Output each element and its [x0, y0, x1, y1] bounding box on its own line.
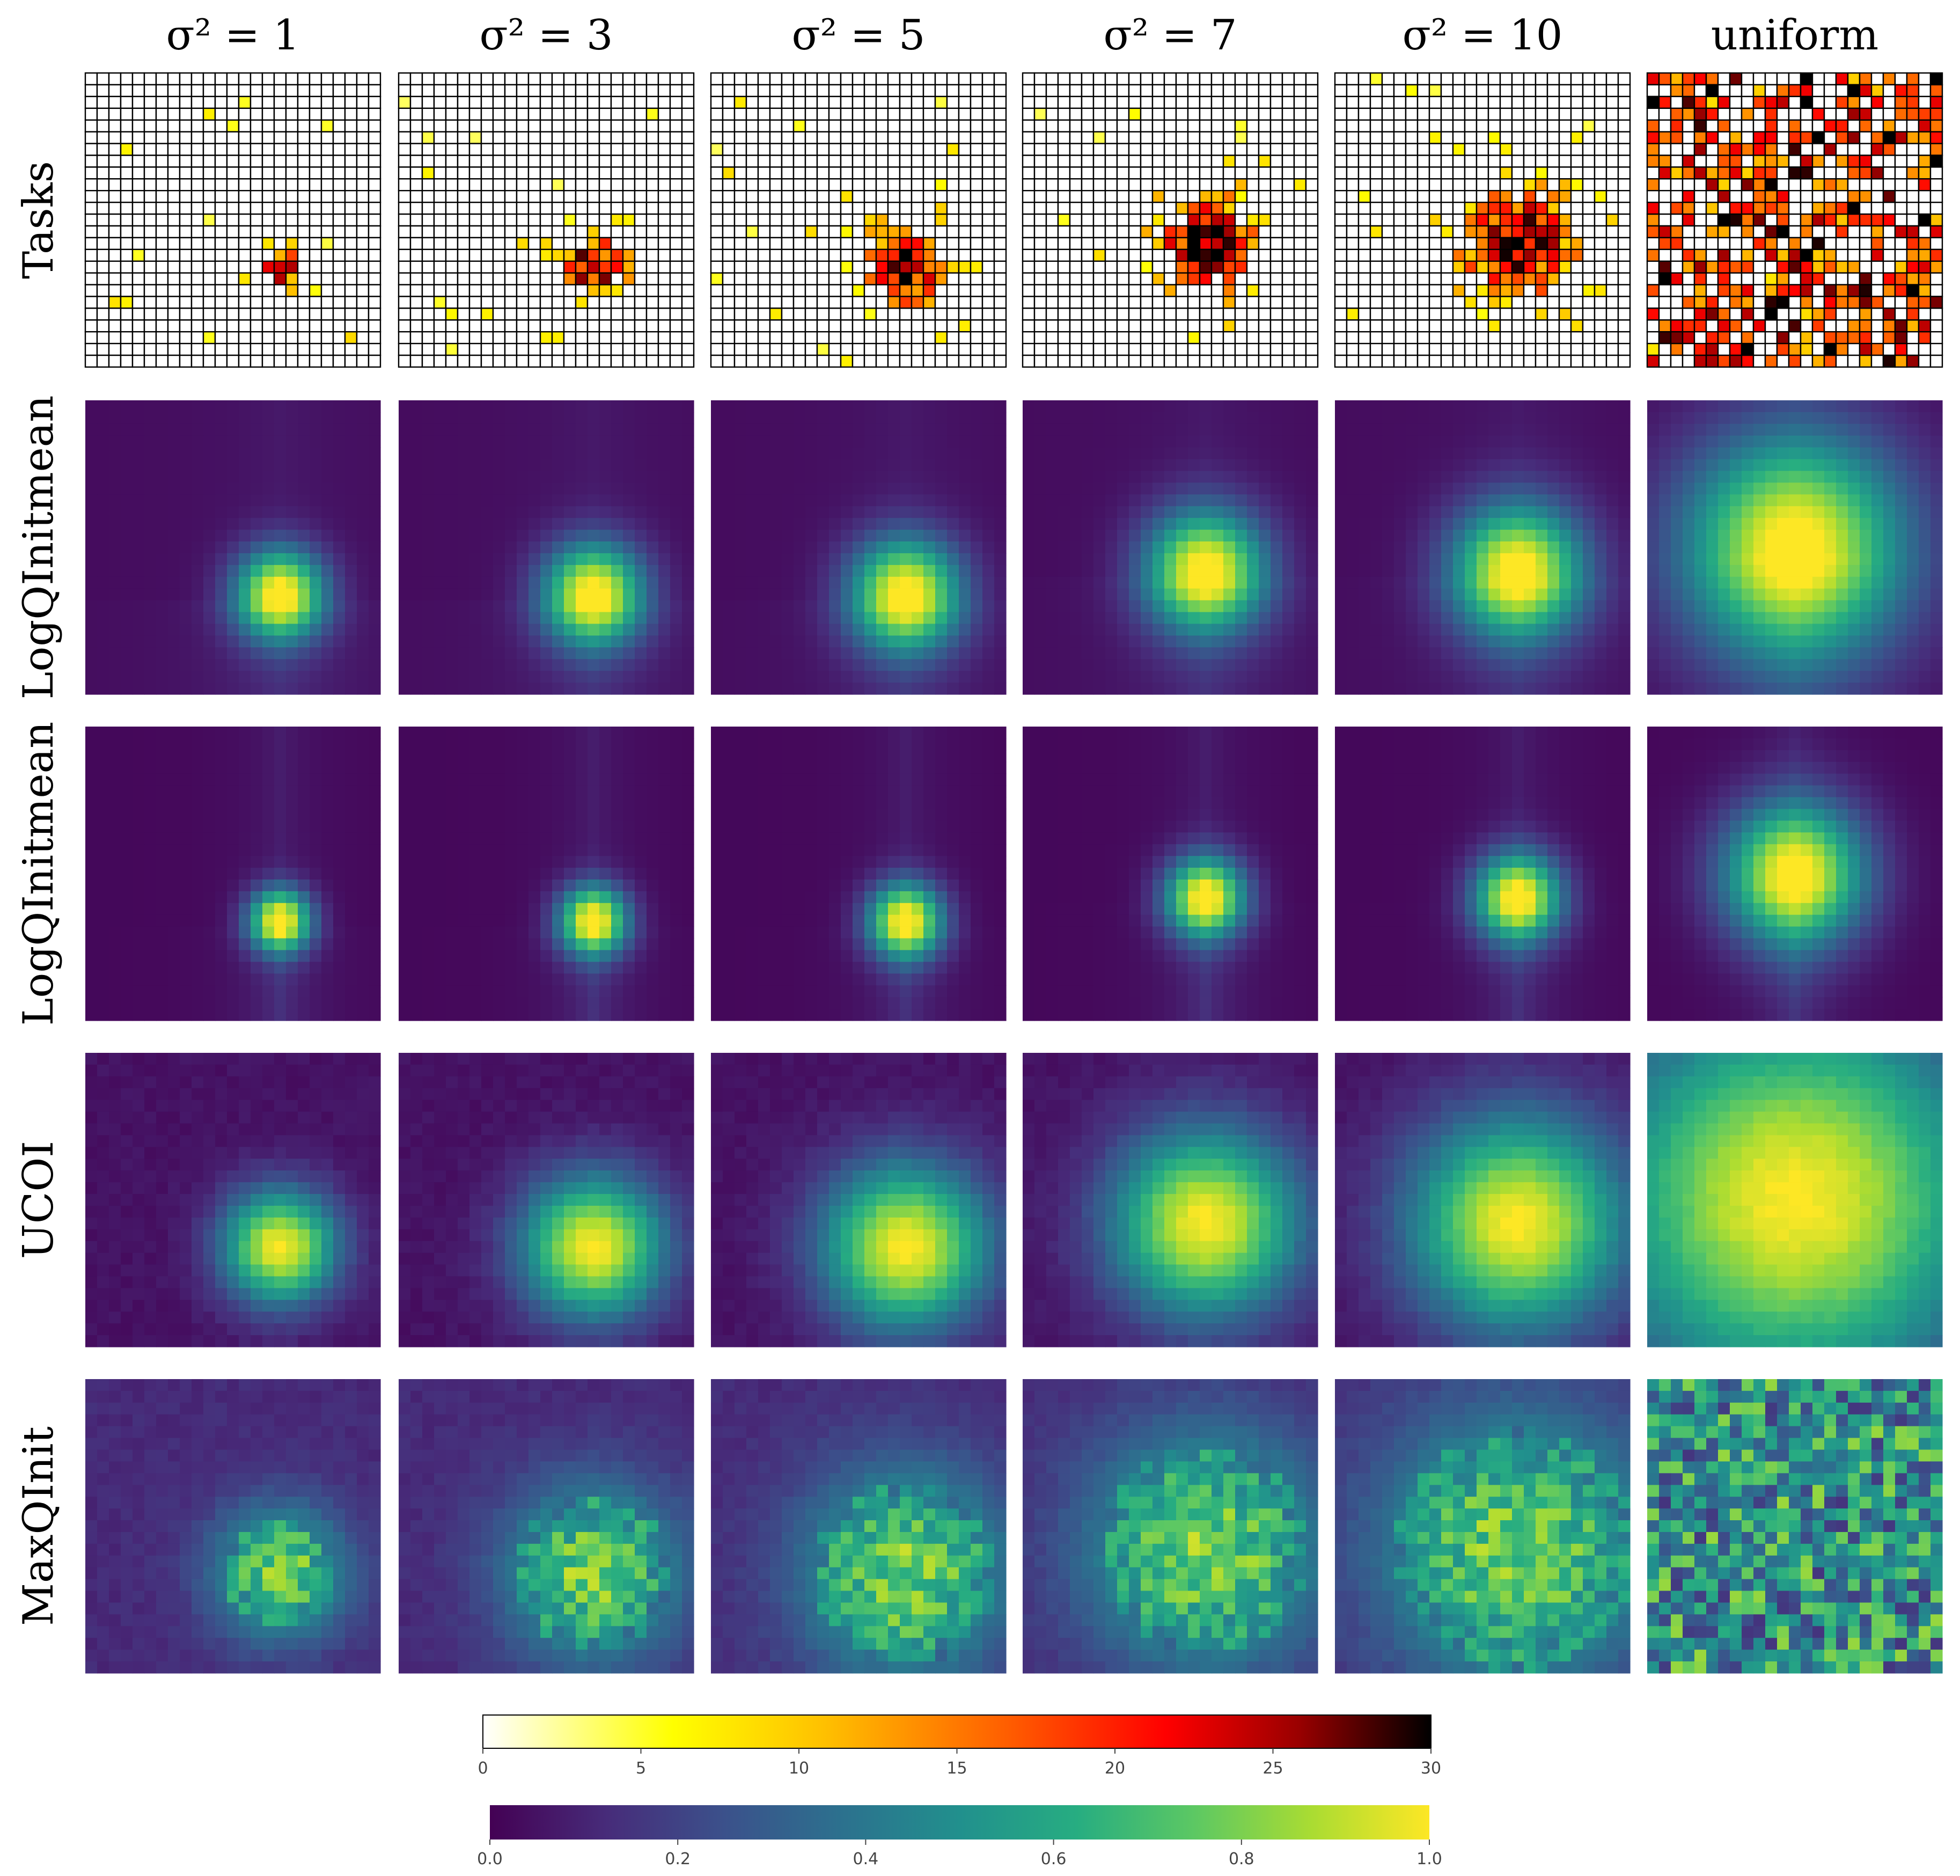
- panel-ucoi-s10: [1335, 1053, 1631, 1347]
- colorbar-tick-label: 25: [1262, 1759, 1283, 1778]
- heatmap-panels: [84, 72, 1943, 1674]
- panel-maxqinit-s10: [1335, 1379, 1631, 1674]
- panel-logqinit_mean_small-s10: [1335, 400, 1631, 695]
- column-title-s7: σ² = 7: [1103, 11, 1237, 60]
- panel-ucoi-s1: [85, 1053, 381, 1347]
- row-title-logqinit_mean_small: LogQInitmean: [14, 395, 63, 700]
- column-title-s1: σ² = 1: [166, 11, 299, 60]
- colorbar-tick-label: 0.2: [665, 1850, 691, 1868]
- panel-tasks-s1: [84, 72, 381, 368]
- panel-logqinit_mean-s5: [711, 727, 1007, 1021]
- panel-ucoi-s7: [1023, 1053, 1318, 1347]
- panel-logqinit_mean_small-s1: [85, 400, 381, 695]
- colorbar-tick-label: 5: [636, 1759, 646, 1778]
- panel-logqinit_mean-s1: [85, 727, 381, 1021]
- colorbar-viridis-ticks: 0.0 0.2 0.4 0.6 0.8 1.0: [477, 1840, 1442, 1868]
- colorbar-tick-label: 10: [789, 1759, 809, 1778]
- colorbar-tick-label: 0.0: [477, 1850, 503, 1868]
- panel-maxqinit-s5: [711, 1379, 1007, 1674]
- panel-logqinit_mean_small-uniform: [1647, 400, 1943, 695]
- colorbar-tick-label: 0.6: [1041, 1850, 1067, 1868]
- column-title-uniform: uniform: [1711, 11, 1879, 60]
- panel-logqinit_mean_small-s3: [399, 400, 694, 695]
- panel-logqinit_mean_small-s7: [1023, 400, 1318, 695]
- colorbar-tick-label: 1.0: [1416, 1850, 1442, 1868]
- panel-tasks-s10: [1334, 72, 1631, 368]
- panel-tasks-uniform: [1646, 72, 1943, 368]
- column-title-s10: σ² = 10: [1403, 11, 1563, 60]
- panel-ucoi-s3: [399, 1053, 694, 1347]
- colorbar-tick-label: 0: [478, 1759, 488, 1778]
- panel-ucoi-uniform: [1647, 1053, 1943, 1347]
- colorbar-tick-label: 0.8: [1229, 1850, 1254, 1868]
- panel-tasks-s7: [1022, 72, 1319, 368]
- colorbar-tick-label: 30: [1421, 1759, 1441, 1778]
- panel-maxqinit-s1: [85, 1379, 381, 1674]
- panel-logqinit_mean-s10: [1335, 727, 1631, 1021]
- panel-logqinit_mean-s3: [399, 727, 694, 1021]
- panel-logqinit_mean_small-s5: [711, 400, 1007, 695]
- colorbar-task-counts: 0 5 10 15 20 25 30: [478, 1714, 1441, 1778]
- panel-tasks-s3: [398, 72, 695, 368]
- panel-ucoi-s5: [711, 1053, 1007, 1347]
- panel-maxqinit-s7: [1023, 1379, 1318, 1674]
- colorbar-hot-gradient: [482, 1714, 1432, 1749]
- colorbar-tick-label: 0.4: [853, 1850, 879, 1868]
- column-title-s5: σ² = 5: [791, 11, 925, 60]
- column-title-s3: σ² = 3: [479, 11, 613, 60]
- colorbar-tick-label: 20: [1105, 1759, 1125, 1778]
- colorbar-hot-ticks: 0 5 10 15 20 25 30: [478, 1748, 1441, 1778]
- colorbar-normalized-value: 0.0 0.2 0.4 0.6 0.8 1.0: [477, 1805, 1442, 1868]
- row-title-logqinit_mean: LogQInitmean: [14, 722, 63, 1026]
- panel-logqinit_mean-s7: [1023, 727, 1318, 1021]
- colorbar-tick-label: 15: [946, 1759, 967, 1778]
- row-title-maxqinit: MaxQInit: [14, 1426, 63, 1626]
- row-titles: Tasks LogQInitmean LogQInitmean UCOI MaxQIni…: [14, 161, 63, 1626]
- row-title-tasks: Tasks: [14, 161, 63, 279]
- row-title-ucoi: UCOI: [14, 1141, 63, 1259]
- panel-maxqinit-s3: [399, 1379, 694, 1674]
- colorbar-viridis-gradient: [490, 1805, 1429, 1840]
- column-titles: σ² = 1 σ² = 3 σ² = 5 σ² = 7 σ² = 10 uniform: [166, 11, 1878, 60]
- panel-maxqinit-uniform: [1647, 1379, 1943, 1674]
- panel-logqinit_mean-uniform: [1647, 727, 1943, 1021]
- panel-tasks-s5: [710, 72, 1007, 368]
